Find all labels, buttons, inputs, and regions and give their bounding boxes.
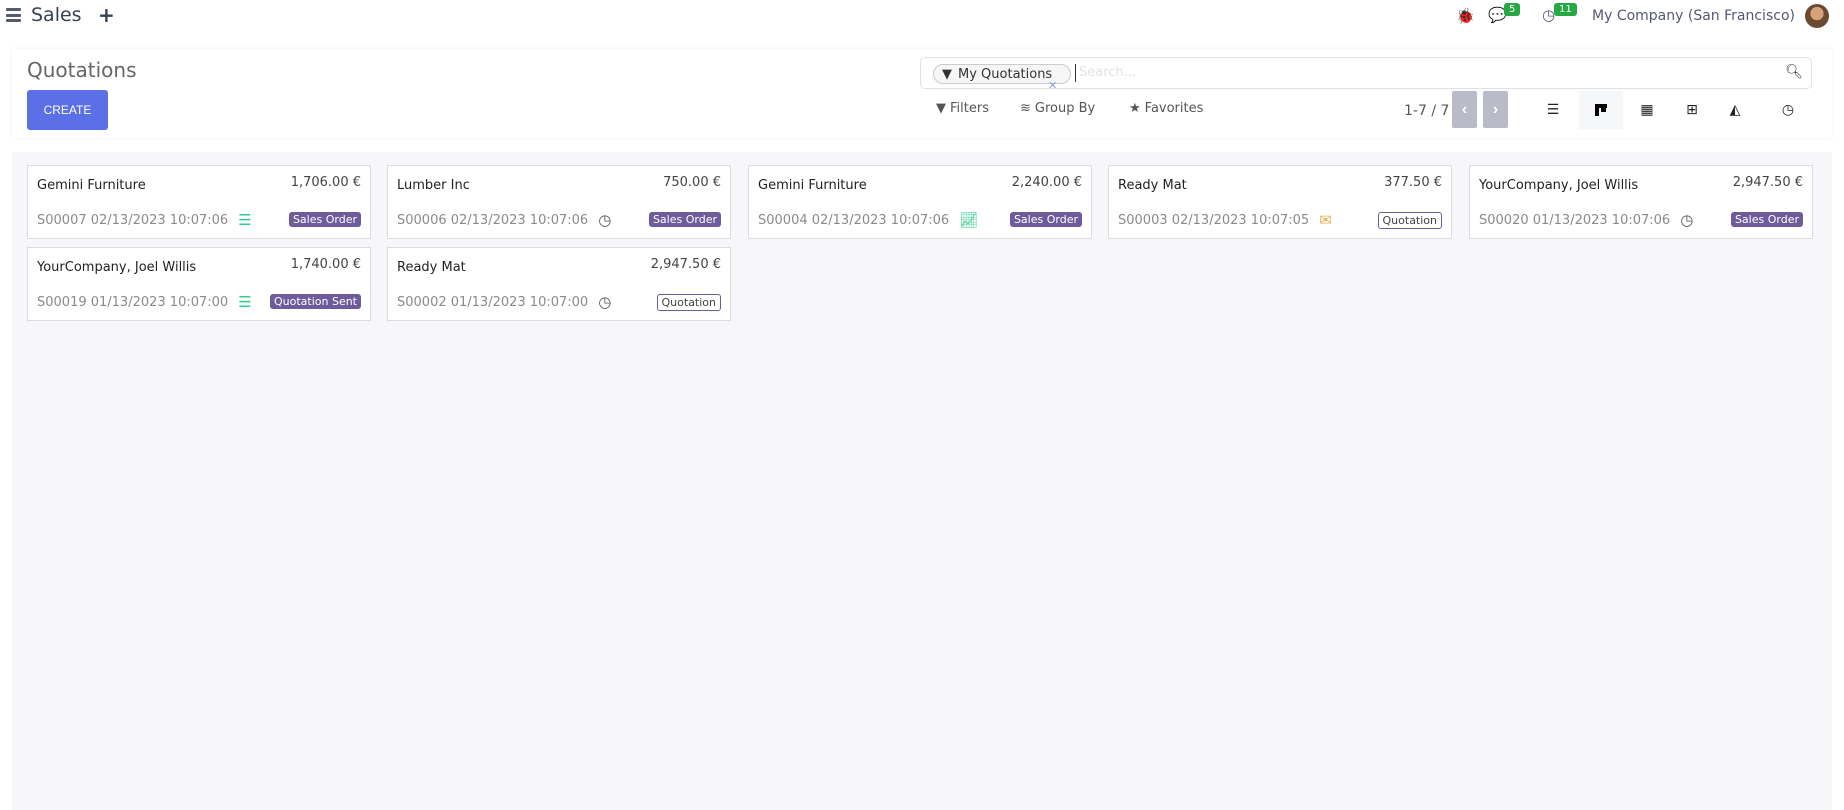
activity-clock-icon[interactable]: ◷ <box>1542 6 1556 24</box>
clock-icon[interactable]: ◷ <box>598 211 612 229</box>
facet-label: My Quotations <box>958 66 1053 82</box>
clock-icon[interactable]: ◷ <box>1680 211 1694 229</box>
filters-button[interactable]: ▼ Filters <box>936 101 989 116</box>
amount: 2,947.50 € <box>650 257 721 272</box>
chat-badge: 5 <box>1504 3 1521 16</box>
amount: 2,240.00 € <box>1011 175 1082 190</box>
star-icon: ★ <box>1129 101 1141 116</box>
search-bar[interactable]: ▼ My Quotations ✕ Search... 🔍︎ <box>920 57 1812 92</box>
kanban-view-icon[interactable] <box>1579 91 1623 129</box>
favorites-button[interactable]: ★ Favorites <box>1129 101 1203 116</box>
envelope-icon[interactable]: ✉ <box>1319 211 1332 229</box>
pager-value[interactable]: 1-7 / 7 <box>1404 103 1450 119</box>
order-reference: S00004 02/13/2023 10:07:06 📈︎ <box>758 211 978 229</box>
pager-next-button[interactable]: › <box>1483 91 1508 128</box>
status-badge: Sales Order <box>288 212 361 227</box>
plus-icon[interactable]: + <box>98 3 115 27</box>
kanban-card[interactable]: Gemini Furniture 2,240.00 € S00004 02/13… <box>748 165 1092 239</box>
avatar[interactable] <box>1805 4 1829 28</box>
list-view-icon[interactable]: ☰ <box>1546 102 1560 118</box>
amount: 2,947.50 € <box>1732 175 1803 190</box>
status-badge: Sales Order <box>1730 212 1803 227</box>
order-reference: S00019 01/13/2023 10:07:00 ☰ <box>37 293 252 311</box>
status-badge: Sales Order <box>1009 212 1082 227</box>
chart-line-icon[interactable]: 📈︎ <box>959 211 979 229</box>
kanban-card[interactable]: Ready Mat 377.50 € S00003 02/13/2023 10:… <box>1108 165 1452 239</box>
groupby-button[interactable]: ≋ Group By <box>1020 101 1095 116</box>
kanban-card[interactable]: YourCompany, Joel Willis 2,947.50 € S000… <box>1469 165 1813 239</box>
favorites-label: Favorites <box>1144 101 1204 116</box>
ref-date: S00002 01/13/2023 10:07:00 <box>397 294 589 310</box>
remove-facet-icon[interactable]: ✕ <box>1048 79 1058 92</box>
amount: 377.50 € <box>1384 175 1442 190</box>
order-reference: S00003 02/13/2023 10:07:05 ✉ <box>1118 211 1332 229</box>
calendar-view-icon[interactable]: ▦ <box>1640 102 1654 118</box>
order-reference: S00007 02/13/2023 10:07:06 ☰ <box>37 211 252 229</box>
activity-view-icon[interactable]: ◷ <box>1781 102 1795 118</box>
graph-view-icon[interactable]: ◭ <box>1729 102 1741 118</box>
amount: 1,740.00 € <box>290 257 361 272</box>
create-button[interactable]: CREATE <box>27 90 108 130</box>
kanban-card[interactable]: Ready Mat 2,947.50 € S00002 01/13/2023 1… <box>387 247 731 321</box>
search-input[interactable]: Search... <box>1079 65 1137 80</box>
ref-date: S00006 02/13/2023 10:07:06 <box>397 212 589 228</box>
control-panel <box>12 49 1832 138</box>
company-switcher[interactable]: My Company (San Francisco) <box>1592 8 1795 24</box>
groupby-label: Group By <box>1034 101 1096 116</box>
customer-name: Ready Mat <box>1118 178 1187 193</box>
page-title: Quotations <box>27 58 137 82</box>
ref-date: S00019 01/13/2023 10:07:00 <box>37 294 229 310</box>
filter-icon: ▼ <box>942 66 952 82</box>
tasks-icon[interactable]: ☰ <box>238 293 252 311</box>
order-reference: S00020 01/13/2023 10:07:06 ◷ <box>1479 211 1693 229</box>
text-cursor <box>1075 64 1076 82</box>
kanban-card[interactable]: Gemini Furniture 1,706.00 € S00007 02/13… <box>27 165 371 239</box>
ref-date: S00004 02/13/2023 10:07:06 <box>758 212 950 228</box>
activity-badge: 11 <box>1554 3 1577 16</box>
customer-name: YourCompany, Joel Willis <box>1479 178 1639 193</box>
ref-date: S00020 01/13/2023 10:07:06 <box>1479 212 1671 228</box>
ref-date: S00003 02/13/2023 10:07:05 <box>1118 212 1310 228</box>
customer-name: Lumber Inc <box>397 178 470 193</box>
kanban-card[interactable]: YourCompany, Joel Willis 1,740.00 € S000… <box>27 247 371 321</box>
search-facet: ▼ My Quotations <box>933 64 1072 84</box>
pager-previous-button[interactable]: ‹ <box>1452 91 1477 128</box>
layers-icon: ≋ <box>1020 101 1031 116</box>
clock-icon[interactable]: ◷ <box>598 293 612 311</box>
customer-name: Ready Mat <box>397 260 466 275</box>
status-badge: Quotation <box>656 294 721 311</box>
status-badge: Quotation Sent <box>269 294 361 309</box>
chat-icon[interactable]: 💬 <box>1488 6 1507 24</box>
top-navbar: Sales + 🐞 💬 5 ◷ 11 My Company (San Franc… <box>0 0 1844 34</box>
customer-name: YourCompany, Joel Willis <box>37 260 197 275</box>
kanban-card[interactable]: Lumber Inc 750.00 € S00006 02/13/2023 10… <box>387 165 731 239</box>
bug-icon[interactable]: 🐞 <box>1456 7 1475 25</box>
filters-label: Filters <box>950 101 989 116</box>
ref-date: S00007 02/13/2023 10:07:06 <box>37 212 229 228</box>
customer-name: Gemini Furniture <box>758 178 867 193</box>
search-icon[interactable]: 🔍︎ <box>1785 64 1803 80</box>
amount: 1,706.00 € <box>290 175 361 190</box>
order-reference: S00006 02/13/2023 10:07:06 ◷ <box>397 211 611 229</box>
filter-icon: ▼ <box>936 101 946 116</box>
amount: 750.00 € <box>663 175 721 190</box>
status-badge: Quotation <box>1377 212 1442 229</box>
customer-name: Gemini Furniture <box>37 178 146 193</box>
order-reference: S00002 01/13/2023 10:07:00 ◷ <box>397 293 611 311</box>
tasks-icon[interactable]: ☰ <box>238 211 252 229</box>
menu-icon[interactable] <box>6 8 21 22</box>
app-name[interactable]: Sales <box>31 4 82 26</box>
pivot-view-icon[interactable]: ⊞ <box>1686 102 1698 118</box>
status-badge: Sales Order <box>648 212 721 227</box>
